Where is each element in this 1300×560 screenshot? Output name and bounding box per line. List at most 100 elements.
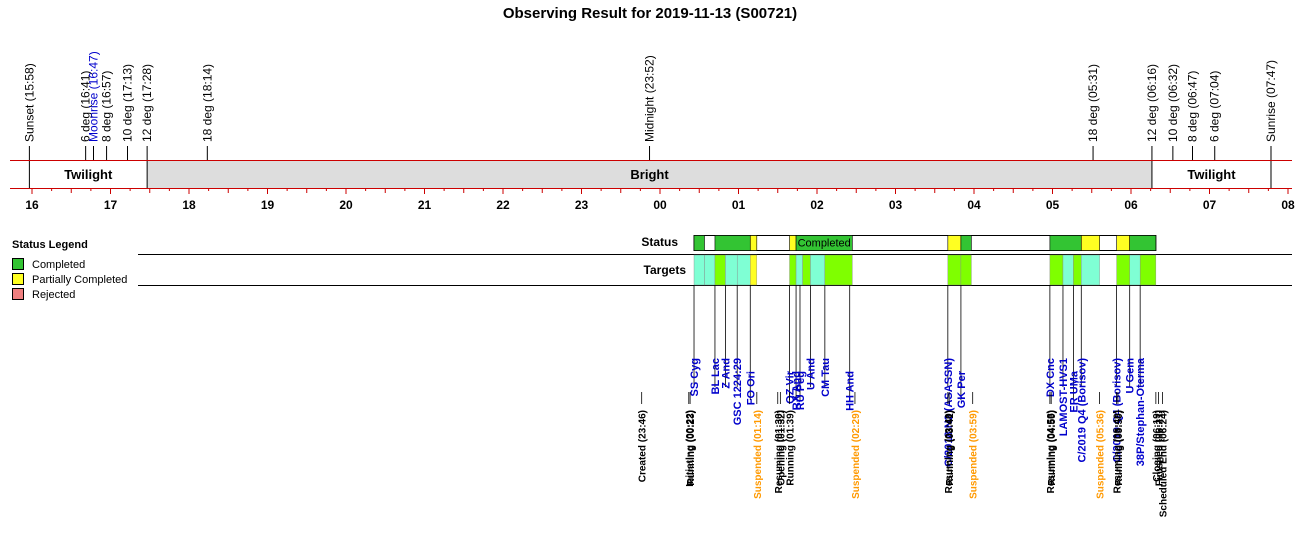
twilight-marker-label: 10 deg (17:13)	[121, 64, 135, 142]
twilight-marker-label: 8 deg (06:47)	[1185, 71, 1199, 142]
target-name-label: C/2019 Q4 (Borisov)	[1076, 358, 1088, 463]
target-block	[736, 254, 751, 286]
hour-label: 05	[1046, 198, 1060, 212]
target-name-label: GK Per	[956, 370, 968, 408]
twilight-marker-label: Midnight (23:52)	[643, 55, 657, 142]
target-block	[704, 254, 716, 286]
hour-label: 08	[1281, 198, 1295, 212]
sky-band-label-0: Twilight	[64, 167, 113, 182]
status-segment-completed	[714, 235, 751, 251]
target-name-label: U And	[805, 358, 817, 390]
twilight-marker-label: 6 deg (16:41)	[79, 71, 93, 142]
target-name-label: CM Tau	[820, 358, 832, 397]
status-segment-partial	[749, 235, 758, 251]
status-segment-completed	[1129, 235, 1157, 251]
hour-label: 17	[104, 198, 118, 212]
event-label: Suspended (01:14)	[753, 410, 764, 499]
status-segment-partial	[947, 235, 962, 251]
hour-label: 07	[1203, 198, 1217, 212]
legend-swatch-partial	[12, 273, 24, 285]
target-name-label: BL Lac	[710, 358, 722, 394]
target-block	[824, 254, 853, 286]
twilight-marker-label: Sunset (15:58)	[22, 63, 36, 142]
event-label: Resuming (05:49)	[1113, 410, 1124, 493]
target-name-label: ER UMa	[1068, 370, 1080, 412]
event-label: Resuming (04:58)	[1046, 410, 1057, 493]
event-label: Created (23:46)	[638, 410, 649, 482]
target-name-label: DX Cnc	[1045, 358, 1057, 397]
hour-label: 02	[810, 198, 824, 212]
hour-label: 22	[496, 198, 510, 212]
target-block	[1049, 254, 1064, 286]
target-block	[750, 254, 758, 286]
status-completed-text: Completed	[798, 238, 851, 250]
twilight-marker-label: 18 deg (05:31)	[1086, 64, 1100, 142]
target-block	[1116, 254, 1130, 286]
target-name-label: HH And	[845, 371, 857, 411]
twilight-marker-label: Sunrise (07:47)	[1264, 60, 1278, 142]
target-name-label: SS Cyg	[689, 358, 701, 397]
targets-row-label: Targets	[644, 263, 687, 277]
legend-swatch-rejected	[12, 288, 24, 300]
event-label: Resuming (01:30)	[774, 410, 785, 493]
page-title: Observing Result for 2019-11-13 (S00721)	[502, 5, 798, 22]
event-label: Initiating (00:22)	[685, 410, 696, 487]
event-label: Running (05:50)	[1114, 410, 1125, 486]
target-block	[693, 254, 705, 286]
target-name-label: QZ Vir	[785, 370, 797, 404]
event-label: Suspended (05:36)	[1096, 410, 1107, 499]
hour-label: 00	[653, 198, 667, 212]
legend-item-completed: Completed	[12, 258, 85, 272]
hour-label: 04	[967, 198, 981, 212]
target-block	[1139, 254, 1157, 286]
legend-swatch-completed	[12, 258, 24, 270]
target-block	[714, 254, 726, 286]
target-name-label: C/2018 N2 (ASASSN)	[943, 358, 955, 467]
hour-label: 06	[1124, 198, 1138, 212]
hour-label: 16	[25, 198, 39, 212]
legend-label-partial: Partially Completed	[32, 274, 128, 286]
target-name-label: RU Peg	[795, 371, 807, 410]
target-block	[947, 254, 962, 286]
hour-label: 19	[261, 198, 275, 212]
target-block	[802, 254, 811, 286]
target-block	[1062, 254, 1074, 286]
target-block	[789, 254, 797, 286]
legend-title: Status Legend	[12, 239, 88, 251]
status-segment-completed	[693, 235, 705, 251]
target-block	[725, 254, 738, 286]
hour-label: 23	[575, 198, 589, 212]
status-segment-partial	[1116, 235, 1130, 251]
legend-item-rejected: Rejected	[12, 288, 75, 302]
event-label: Finished (06:21)	[1154, 410, 1165, 486]
target-block	[1081, 254, 1100, 286]
legend-label-completed: Completed	[32, 259, 86, 271]
target-name-label: FO Ori	[745, 371, 757, 405]
legend-label-rejected: Rejected	[32, 289, 76, 301]
target-block	[960, 254, 972, 286]
hour-label: 18	[182, 198, 196, 212]
twilight-marker-label: Moonrise (16:47)	[86, 51, 100, 142]
hour-label: 20	[339, 198, 353, 212]
event-label: Suspended (03:59)	[969, 410, 980, 499]
target-name-label: Z And	[720, 358, 732, 389]
event-label: Running (01:39)	[786, 410, 797, 486]
event-label: Closing (06:19)	[1152, 410, 1163, 482]
hour-label: 21	[418, 198, 432, 212]
sky-band-bright	[147, 161, 1152, 188]
twilight-marker-label: 18 deg (18:14)	[200, 64, 214, 142]
event-label: Running (04:59)	[1047, 410, 1058, 486]
hour-label: 01	[732, 198, 746, 212]
target-block	[1073, 254, 1082, 286]
target-block	[810, 254, 826, 286]
event-label: Running (03:41)	[945, 410, 956, 486]
event-label: Resuming (03:40)	[944, 410, 955, 493]
target-name-label: 38P/Stephan-Oterma	[1135, 357, 1147, 466]
event-label: Scheduled End (06:24)	[1158, 410, 1169, 517]
hour-label: 03	[889, 198, 903, 212]
status-segment-partial	[1080, 235, 1100, 251]
twilight-marker-label: 8 deg (16:57)	[100, 71, 114, 142]
target-block	[795, 254, 803, 286]
twilight-marker-label: 12 deg (17:28)	[140, 64, 154, 142]
